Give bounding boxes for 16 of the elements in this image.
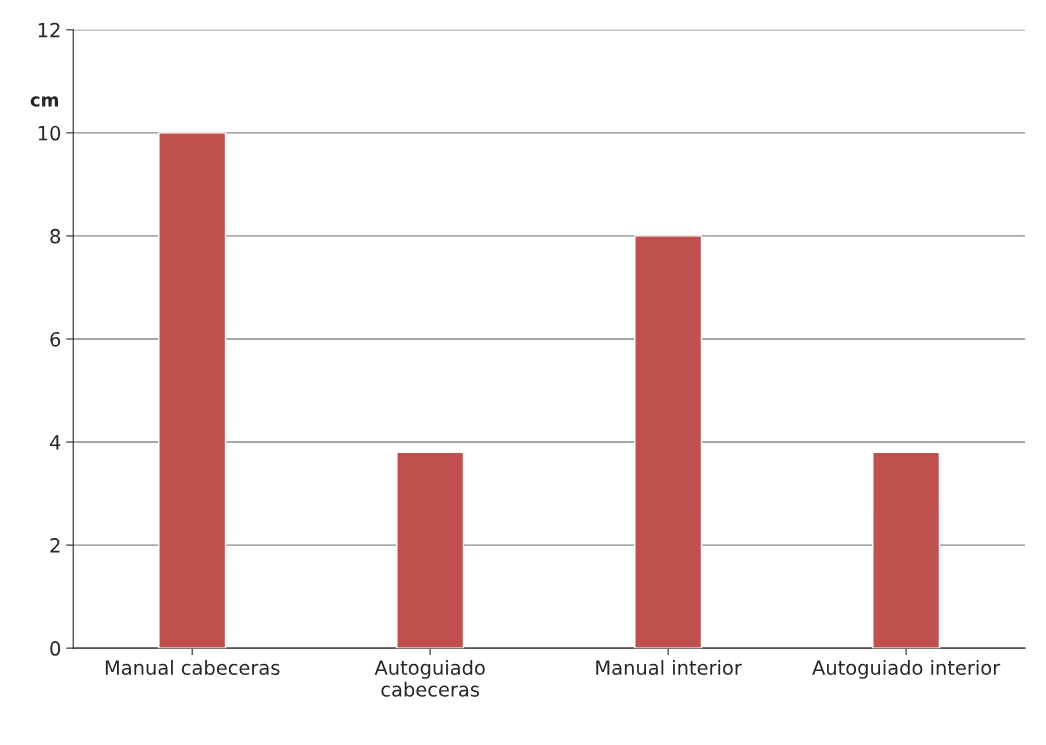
bar [158,132,227,649]
y-tick-label: 0 [50,641,61,656]
x-tick-label: Manual interior [596,659,742,676]
bar [872,451,941,649]
bar [634,235,703,649]
x-tick-label: Autoguiado cabeceras [374,659,485,697]
y-tick-label: 4 [49,435,61,450]
y-tick-label: 8 [50,228,61,244]
y-tick-label: 6 [50,331,61,347]
x-tick-label: Autoguiado interior [812,659,1001,679]
x-tick-label: Manual cabeceras [105,659,280,676]
y-axis-title: cm [30,96,58,107]
bar [396,451,465,649]
y-tick-label: 2 [50,538,60,553]
y-tick-label: 12 [38,22,60,38]
y-tick-label: 10 [38,125,61,141]
